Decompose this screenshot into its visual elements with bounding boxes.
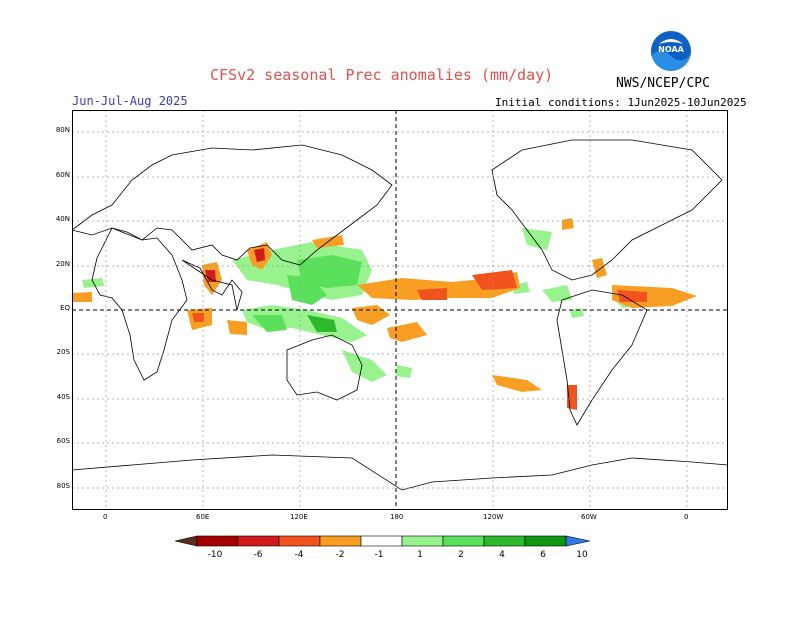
- lon-label: 0: [103, 513, 108, 521]
- lat-label: 20S: [56, 348, 70, 356]
- season-label: Jun-Jul-Aug 2025: [72, 94, 188, 108]
- colorbar-label: -2: [336, 550, 345, 560]
- colorbar-label: 4: [499, 550, 505, 560]
- agency-label: NWS/NCEP/CPC: [616, 76, 710, 91]
- colorbar-bin: [401, 535, 444, 547]
- map-frame: [72, 110, 728, 510]
- lat-label: 60S: [56, 437, 70, 445]
- lon-label: 180: [390, 513, 404, 521]
- lon-label: 60E: [196, 513, 210, 521]
- colorbar-label: 2: [458, 550, 464, 560]
- colorbar-bin: [483, 535, 526, 547]
- map-title: CFSv2 seasonal Prec anomalies (mm/day): [210, 66, 554, 84]
- world-precip-anomaly-map: [72, 110, 728, 510]
- colorbar-bin: [237, 535, 280, 547]
- colorbar-label: -1: [375, 550, 384, 560]
- colorbar-label: -4: [295, 550, 304, 560]
- colorbar-bin: [360, 535, 403, 547]
- lat-label: 40N: [55, 215, 70, 223]
- colorbar-label: -6: [254, 550, 263, 560]
- noaa-logo-icon: NOAA: [651, 31, 691, 71]
- colorbar-label: 1: [417, 550, 423, 560]
- lat-label: 80S: [56, 482, 70, 490]
- colorbar-legend: -10 -6 -4 -2 -1 1 2 4 6 10: [174, 535, 591, 560]
- colorbar-bin: [319, 535, 362, 547]
- colorbar-bin: [196, 535, 239, 547]
- gridlines: [72, 110, 728, 510]
- lon-axis: 0 60E 120E 180 120W 60W 0: [72, 513, 728, 523]
- lon-label: 0: [684, 513, 689, 521]
- colorbar-bin: [278, 535, 321, 547]
- colorbar-label: -10: [208, 550, 223, 560]
- lat-label: 60N: [55, 171, 70, 179]
- anomaly-shading: [72, 218, 697, 410]
- colorbar-arrow-high: [565, 535, 591, 547]
- lon-label: 120W: [483, 513, 504, 521]
- lat-label: 20N: [55, 260, 70, 268]
- coastlines: [72, 139, 728, 491]
- colorbar-bin: [524, 535, 567, 547]
- lon-label: 60W: [581, 513, 597, 521]
- lon-label: 120E: [290, 513, 308, 521]
- colorbar-arrow-low: [174, 535, 198, 547]
- lat-label: 80N: [55, 126, 70, 134]
- lat-label: 40S: [56, 393, 70, 401]
- colorbar-label: 10: [576, 550, 588, 560]
- colorbar-bin: [442, 535, 485, 547]
- colorbar-label: 6: [540, 550, 546, 560]
- svg-text:NOAA: NOAA: [658, 45, 684, 54]
- lat-label: EQ: [60, 304, 70, 312]
- initial-conditions-label: Initial conditions: 1Jun2025-10Jun2025: [495, 96, 747, 109]
